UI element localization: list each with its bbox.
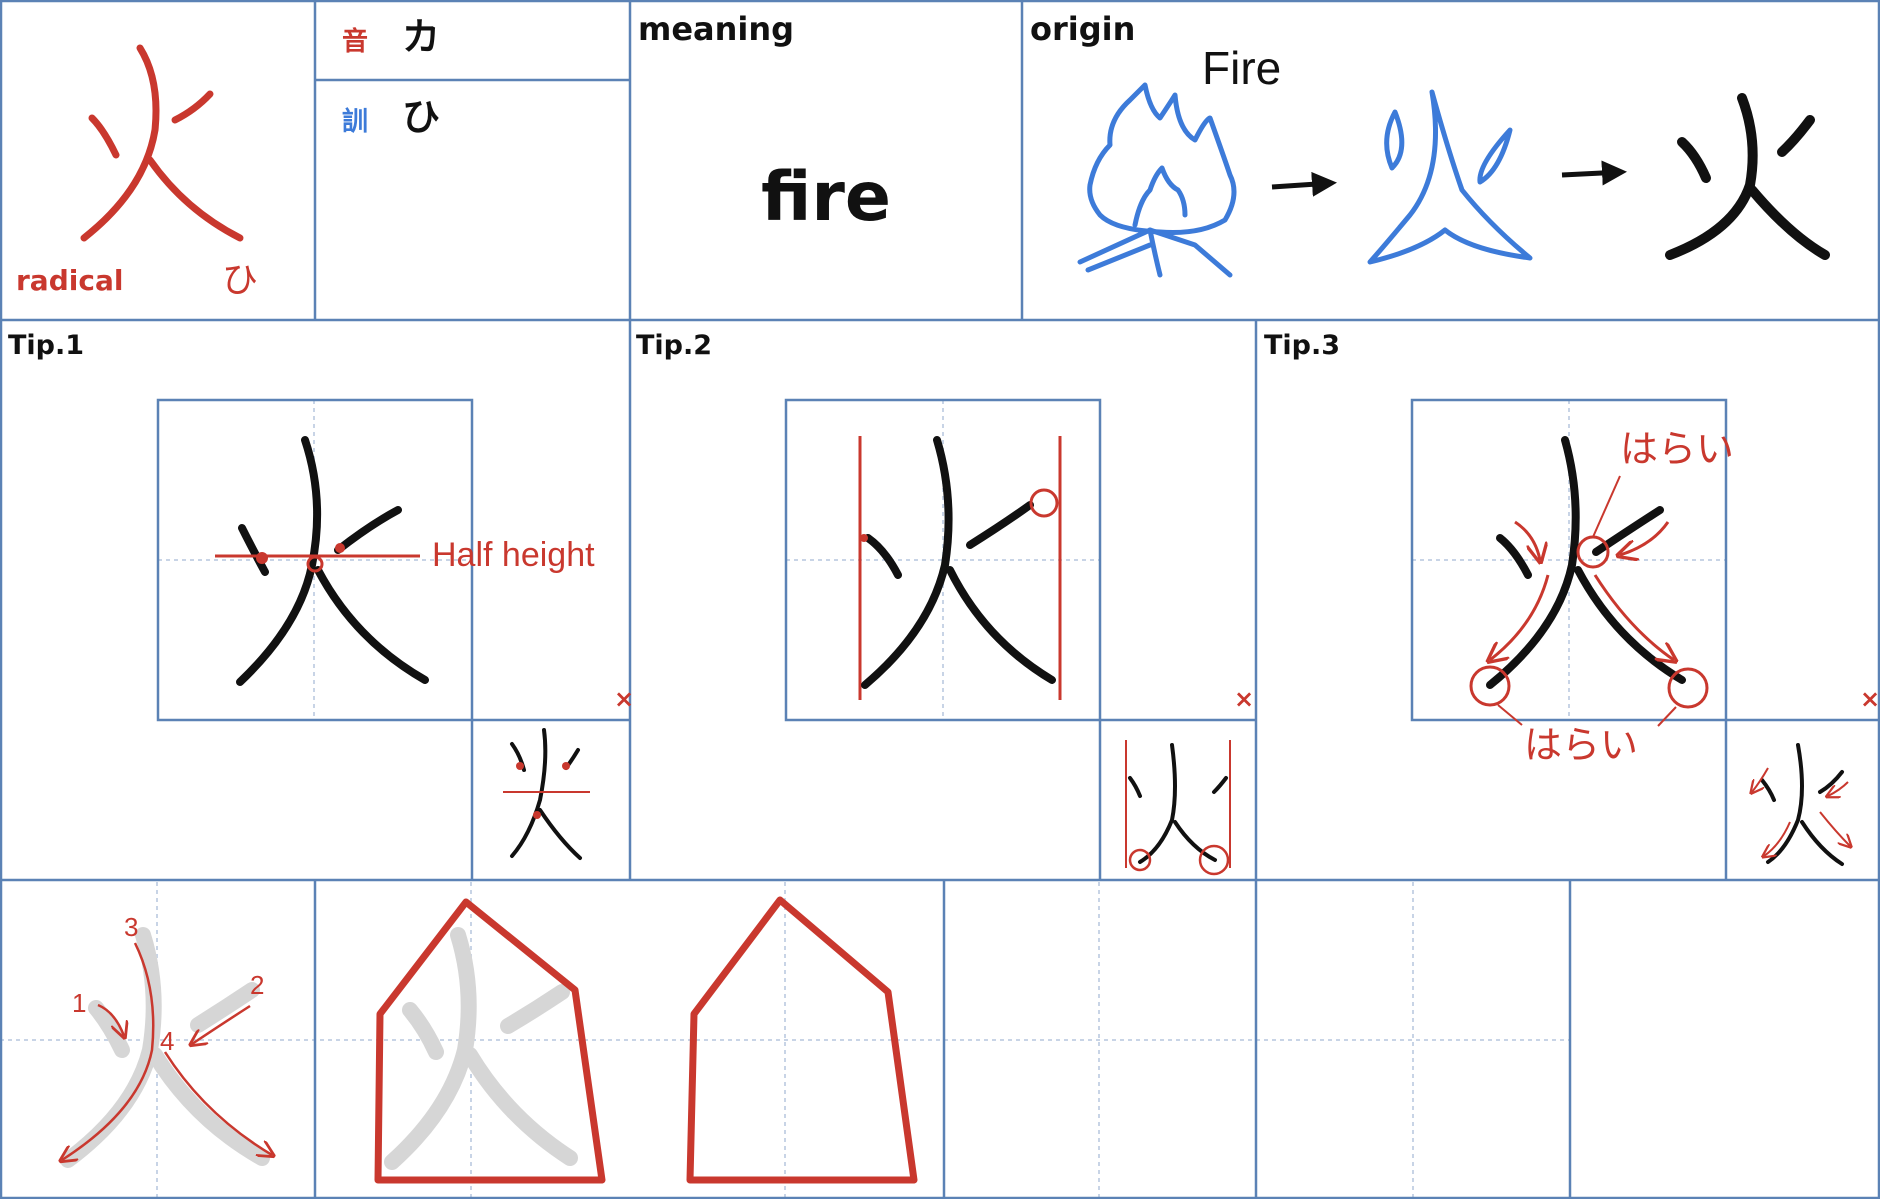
origin-cell: origin Fire — [1030, 10, 1830, 278]
stroke-number-1: 1 — [72, 988, 86, 1018]
kun-label: 訓 — [342, 106, 368, 137]
tip2-label: Tip.2 — [636, 330, 712, 361]
tip2-kanji — [861, 436, 1056, 689]
tip3-cell: Tip.3 はらい はらい × — [1264, 330, 1880, 866]
radical-reading: ひ — [222, 260, 258, 301]
meaning-label: meaning — [638, 10, 794, 48]
campfire-drawing — [1077, 82, 1237, 278]
modern-kanji-drawing — [1665, 93, 1830, 260]
tip1-note: Half height — [432, 536, 595, 574]
trace-cell — [374, 898, 606, 1184]
tip3-top-note: はらい — [1620, 427, 1734, 471]
stroke-number-4: 4 — [160, 1026, 174, 1056]
stroke-order-cell: 1 2 3 4 — [62, 912, 272, 1168]
tip1-small-example — [510, 728, 582, 860]
origin-arrow-1 — [1271, 171, 1337, 197]
tip3-bottom-note: はらい — [1524, 723, 1638, 767]
on-reading-row: 音 カ — [342, 15, 440, 59]
radical-kanji-red — [80, 44, 244, 242]
trace-shape-outline — [374, 898, 606, 1184]
origin-caption: Fire — [1202, 42, 1281, 94]
kun-reading: ひ — [402, 95, 440, 139]
tip3-label: Tip.3 — [1264, 330, 1340, 361]
tip2-cell: Tip.2 × — [636, 330, 1254, 876]
tip3-kanji — [1486, 436, 1686, 689]
trace-ghost-kanji — [384, 927, 578, 1170]
meaning-value: fire — [761, 158, 891, 237]
on-label: 音 — [342, 26, 368, 57]
tip2-small-example — [1128, 743, 1228, 864]
tip3-cross: × — [1860, 685, 1880, 713]
kun-reading-row: 訓 ひ — [342, 95, 440, 139]
stroke-number-2: 2 — [250, 970, 264, 1000]
origin-arrow-2 — [1561, 160, 1627, 186]
tip2-cross: × — [1234, 685, 1254, 713]
practice-shape-cell — [686, 896, 918, 1184]
stroke-number-3: 3 — [124, 912, 138, 942]
pictograph-drawing — [1367, 89, 1533, 265]
practice-shape-outline — [686, 896, 918, 1184]
radical-cell: radical ひ — [16, 44, 258, 301]
tip1-label: Tip.1 — [8, 330, 84, 361]
tip1-cell: Tip.1 Half height × — [8, 330, 634, 860]
practice-grids — [0, 400, 1726, 1199]
tip1-cross: × — [614, 685, 634, 713]
meaning-cell: meaning fire — [638, 10, 891, 237]
on-reading: カ — [402, 15, 440, 59]
radical-label: radical — [16, 264, 123, 297]
tip1-kanji — [236, 436, 429, 686]
origin-label: origin — [1030, 10, 1135, 48]
